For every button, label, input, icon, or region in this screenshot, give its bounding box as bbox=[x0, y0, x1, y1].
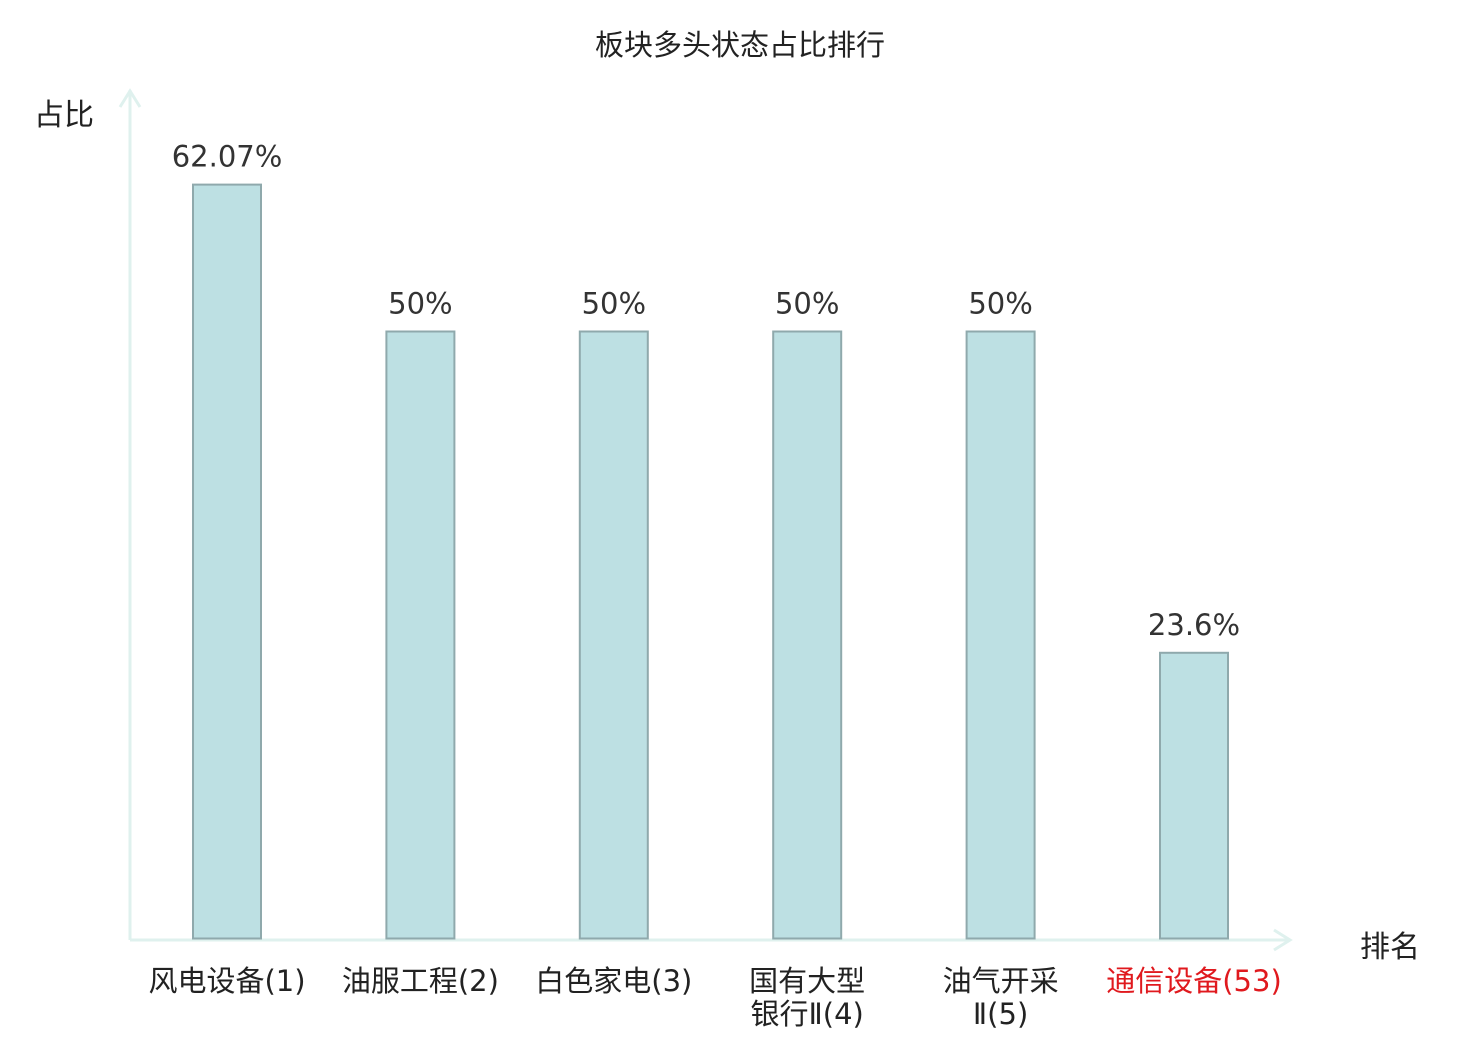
x-tick-label: 国有大型 银行Ⅱ(4) bbox=[712, 965, 902, 1031]
x-tick-label-line: 白色家电(3) bbox=[535, 964, 693, 998]
bar-value-label: 50% bbox=[582, 287, 646, 321]
x-tick-label: 风电设备(1) bbox=[132, 965, 322, 998]
bar bbox=[965, 330, 1036, 940]
x-tick-label-line: Ⅱ(5) bbox=[972, 997, 1029, 1031]
axes bbox=[118, 88, 1293, 952]
x-tick-label-line: 银行Ⅱ(4) bbox=[750, 997, 864, 1031]
bar-value-label: 62.07% bbox=[172, 140, 283, 174]
x-axis-arrow bbox=[1273, 928, 1293, 952]
x-tick-label: 油气开采 Ⅱ(5) bbox=[906, 965, 1096, 1031]
bar bbox=[385, 330, 456, 940]
bars bbox=[192, 183, 1229, 940]
x-tick-label: 通信设备(53) bbox=[1099, 965, 1289, 998]
bar-value-label: 50% bbox=[388, 287, 452, 321]
x-tick-label: 油服工程(2) bbox=[325, 965, 515, 998]
bar-value-label: 50% bbox=[775, 287, 839, 321]
bar bbox=[772, 330, 843, 940]
bar bbox=[578, 330, 649, 940]
chart-title: 板块多头状态占比排行 bbox=[594, 28, 885, 62]
bar bbox=[1159, 651, 1229, 940]
bar-value-labels: 62.07% 50% 50% 50% 50% 23.6% bbox=[172, 140, 1240, 642]
x-tick-label-line: 风电设备(1) bbox=[148, 964, 306, 998]
y-axis-label: 占比 bbox=[34, 98, 94, 133]
x-tick-label: 白色家电(3) bbox=[519, 965, 709, 998]
x-tick-label-line: 油服工程(2) bbox=[341, 964, 499, 998]
bar-value-label: 50% bbox=[968, 287, 1032, 321]
x-tick-label-line: 国有大型 bbox=[749, 964, 866, 998]
x-tick-label-line: 通信设备(53) bbox=[1106, 964, 1282, 998]
y-axis-arrow bbox=[118, 88, 142, 108]
x-tick-label-line: 油气开采 bbox=[942, 964, 1059, 998]
bar bbox=[192, 183, 262, 940]
x-axis-label: 排名 bbox=[1360, 930, 1420, 965]
bar-value-label: 23.6% bbox=[1148, 608, 1240, 642]
